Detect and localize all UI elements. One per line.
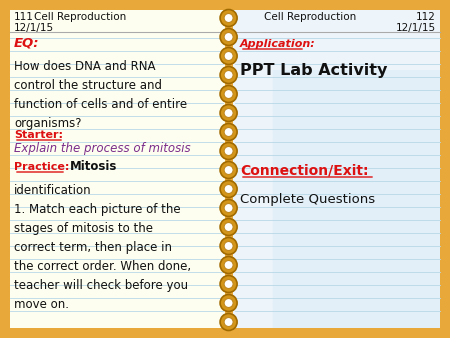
- Circle shape: [220, 9, 237, 26]
- Circle shape: [224, 90, 233, 98]
- Circle shape: [224, 222, 233, 232]
- Circle shape: [220, 275, 237, 292]
- Circle shape: [220, 67, 237, 83]
- Circle shape: [224, 14, 233, 23]
- Circle shape: [220, 143, 237, 160]
- Text: Complete Questions: Complete Questions: [240, 193, 375, 206]
- Text: Starter:: Starter:: [14, 130, 63, 140]
- Circle shape: [224, 261, 233, 269]
- Text: 111: 111: [14, 12, 34, 22]
- Text: EQ:: EQ:: [14, 37, 40, 50]
- Circle shape: [224, 51, 233, 61]
- Circle shape: [224, 317, 233, 327]
- Circle shape: [220, 294, 237, 312]
- Circle shape: [220, 48, 237, 65]
- Circle shape: [224, 127, 233, 137]
- Text: 12/1/15: 12/1/15: [14, 23, 54, 33]
- Text: Mitosis: Mitosis: [70, 160, 117, 173]
- Circle shape: [224, 241, 233, 250]
- Text: Cell Reproduction: Cell Reproduction: [34, 12, 126, 22]
- Circle shape: [220, 257, 237, 273]
- Circle shape: [224, 280, 233, 289]
- Circle shape: [224, 185, 233, 193]
- Circle shape: [220, 180, 237, 197]
- Text: 112: 112: [416, 12, 436, 22]
- FancyBboxPatch shape: [273, 70, 440, 328]
- Circle shape: [220, 238, 237, 255]
- Circle shape: [224, 108, 233, 118]
- Bar: [233, 10, 440, 328]
- Circle shape: [224, 146, 233, 155]
- Circle shape: [220, 86, 237, 102]
- Text: Connection/Exit:: Connection/Exit:: [240, 164, 369, 178]
- Text: 12/1/15: 12/1/15: [396, 23, 436, 33]
- Circle shape: [220, 28, 237, 46]
- Circle shape: [224, 298, 233, 308]
- Circle shape: [224, 166, 233, 174]
- Circle shape: [220, 104, 237, 121]
- Circle shape: [224, 71, 233, 79]
- Circle shape: [220, 123, 237, 141]
- Circle shape: [220, 314, 237, 331]
- Circle shape: [224, 32, 233, 42]
- Text: Explain the process of mitosis: Explain the process of mitosis: [14, 142, 191, 155]
- Circle shape: [220, 199, 237, 217]
- Text: How does DNA and RNA
control the structure and
function of cells and of entire
o: How does DNA and RNA control the structu…: [14, 60, 187, 130]
- Text: Practice:: Practice:: [14, 162, 69, 172]
- Text: identification
1. Match each picture of the
stages of mitosis to the
correct ter: identification 1. Match each picture of …: [14, 184, 191, 311]
- Circle shape: [224, 203, 233, 213]
- Circle shape: [220, 218, 237, 236]
- Text: PPT Lab Activity: PPT Lab Activity: [240, 63, 387, 78]
- Text: Cell Reproduction: Cell Reproduction: [264, 12, 356, 22]
- Circle shape: [220, 162, 237, 178]
- Bar: [10, 10, 225, 328]
- Text: Application:: Application:: [240, 39, 316, 49]
